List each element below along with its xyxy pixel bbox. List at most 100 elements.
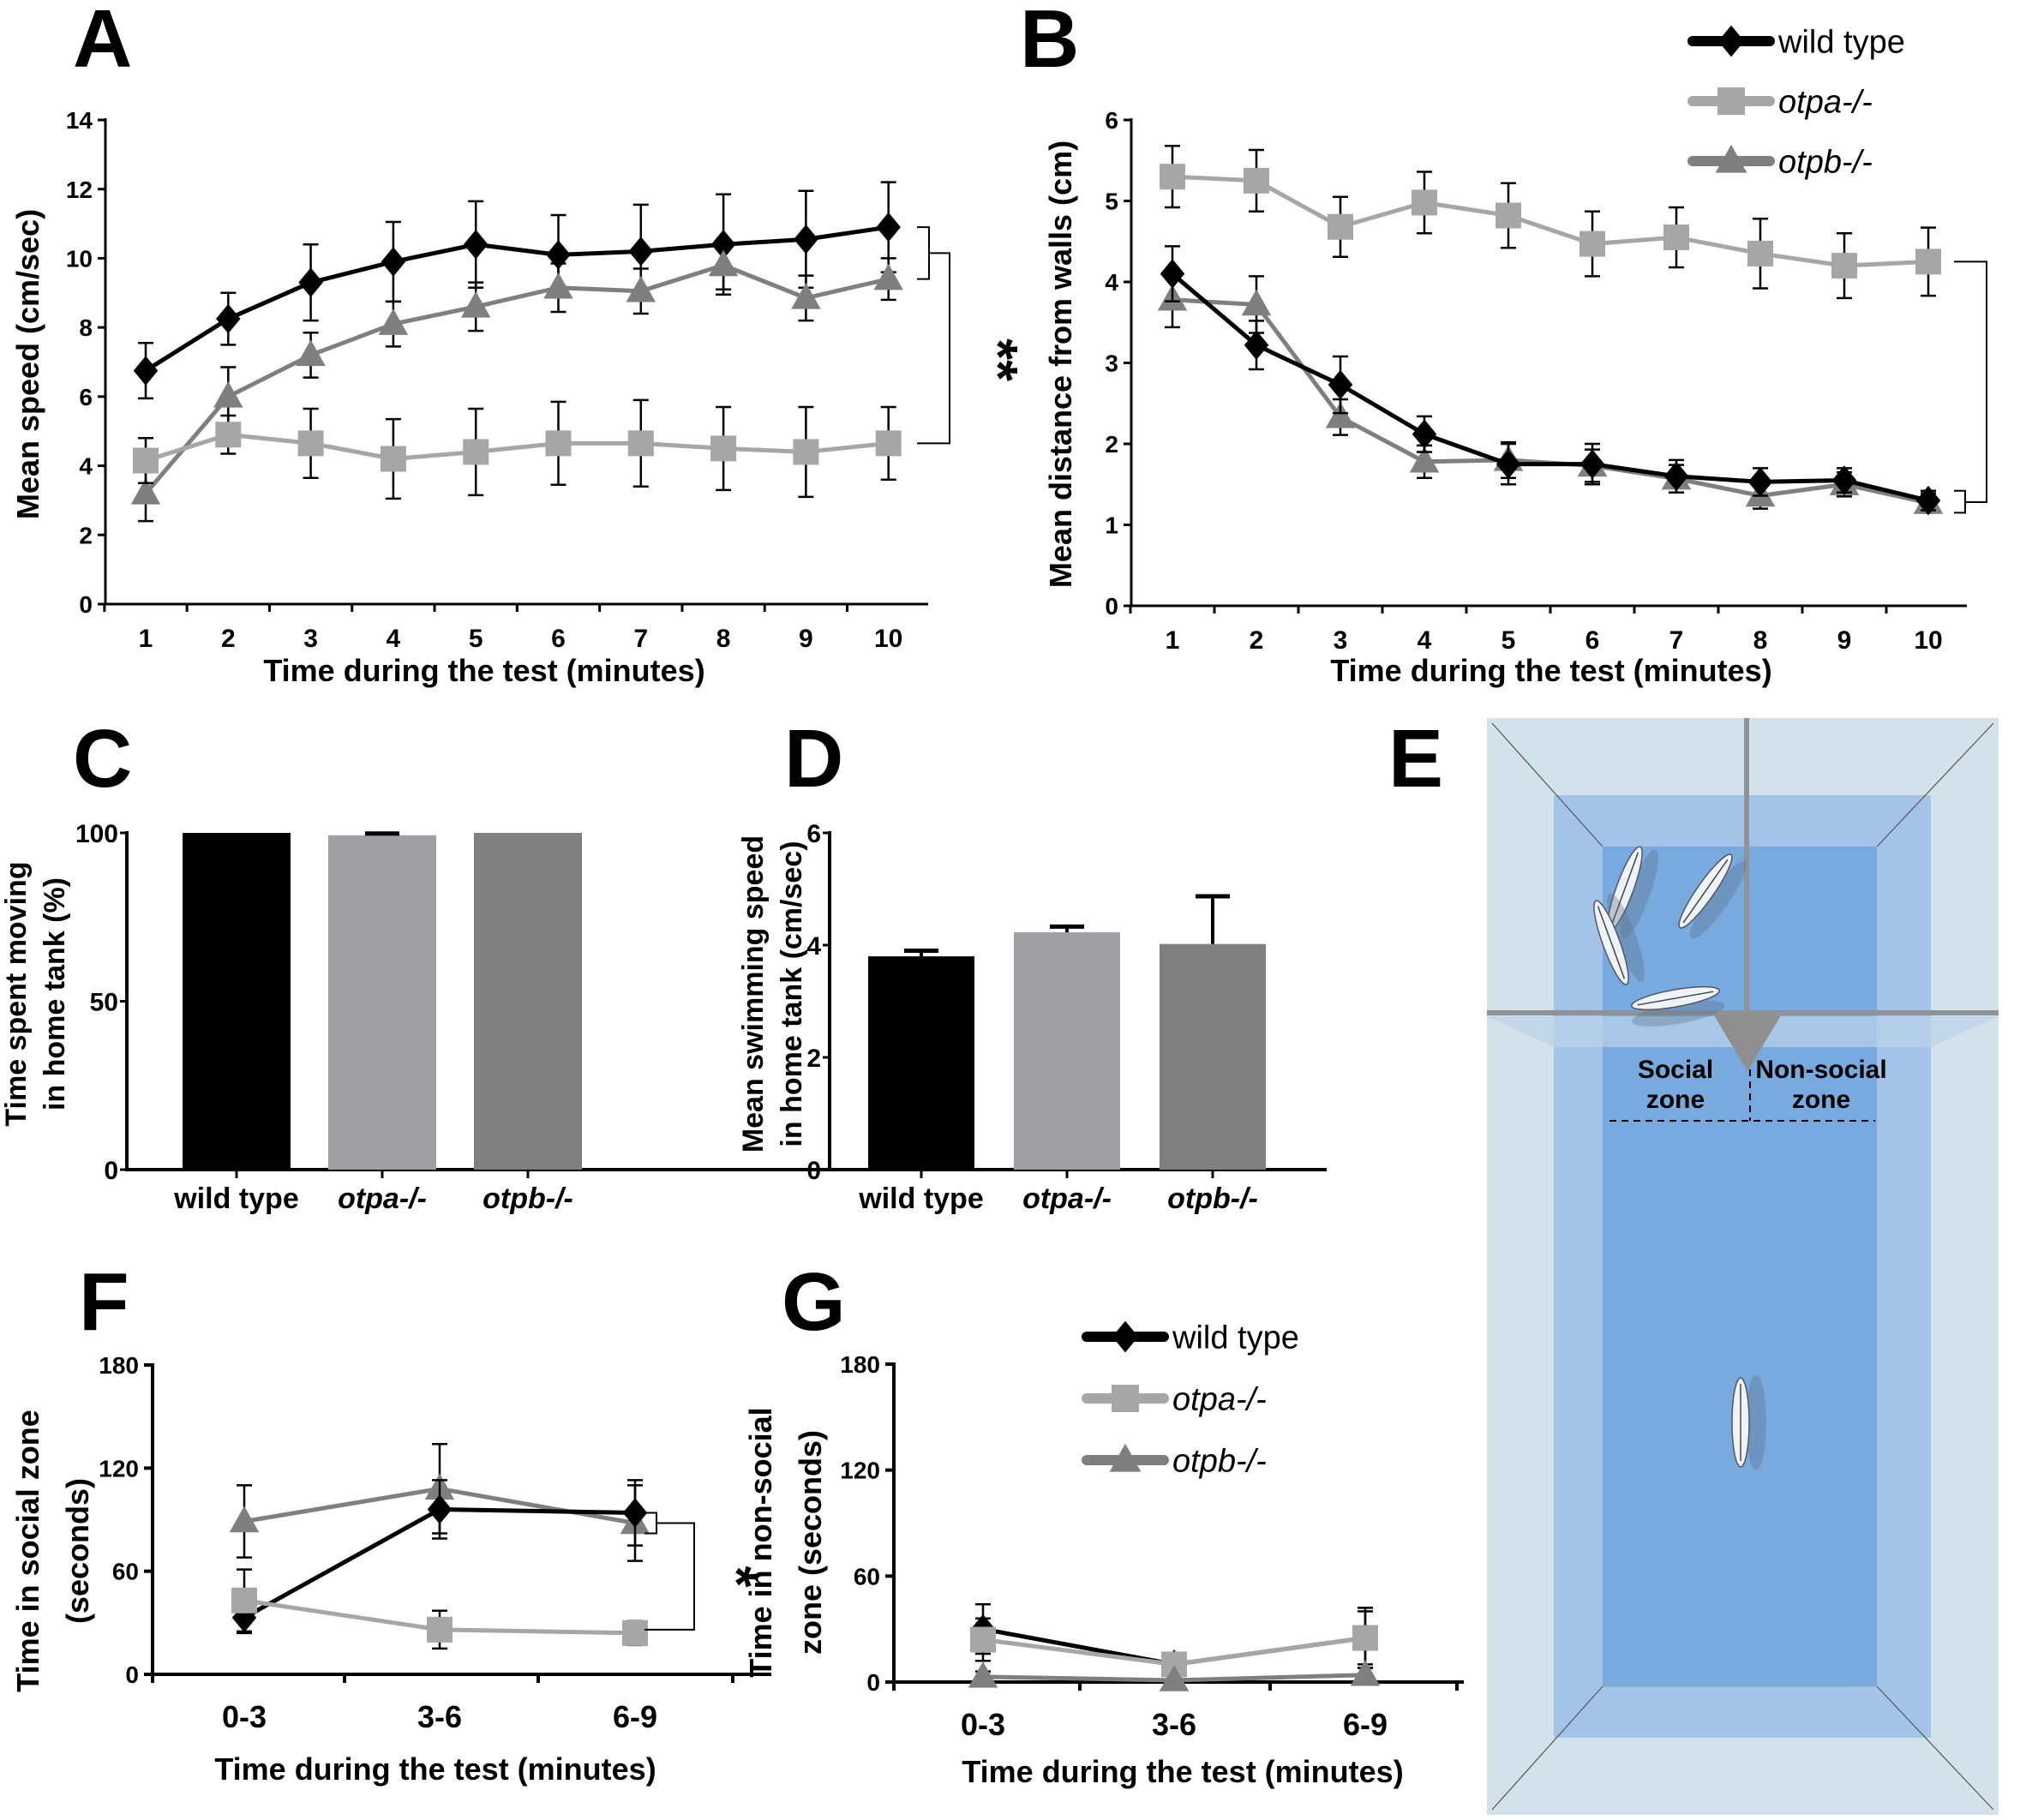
legend-item: wild type <box>1687 24 1905 60</box>
social-zone-label: Social <box>1638 1056 1713 1084</box>
data-point <box>1579 449 1605 479</box>
fish-shadow <box>1606 892 1645 982</box>
series-line <box>1172 174 1929 268</box>
data-point <box>1160 259 1185 289</box>
y-tick-label: 180 <box>99 1352 139 1379</box>
data-point <box>626 275 656 302</box>
x-axis-title: Time during the test (minutes) <box>962 1754 1403 1789</box>
y-axis-title: Mean swimming speed <box>737 835 770 1152</box>
x-tick-label: 3 <box>303 625 318 653</box>
series-otpa <box>231 1568 648 1650</box>
series-line <box>1172 297 1929 506</box>
x-tick-label: 9 <box>1837 626 1852 655</box>
series-line <box>1171 272 1929 503</box>
x-axis-title: Time during the test (minutes) <box>1330 653 1771 688</box>
fish-stripe <box>1682 859 1729 924</box>
data-point <box>1831 253 1857 279</box>
data-point <box>1747 240 1773 266</box>
series-otpb <box>968 1659 1381 1691</box>
data-point <box>1241 289 1272 316</box>
y-tick-label: 0 <box>125 1661 139 1688</box>
x-tick-label: 2 <box>221 625 236 653</box>
y-tick-label: 2 <box>79 522 93 548</box>
legend-item: otpa-/- <box>1687 84 1873 120</box>
panel-label-d: D <box>784 713 844 805</box>
data-point <box>1409 446 1440 473</box>
fish-shadow <box>1631 1000 1725 1027</box>
fish-stripe <box>1597 906 1626 979</box>
y-tick-label: 6 <box>79 384 93 410</box>
y-tick-label: 6 <box>806 820 821 848</box>
tank-bottom <box>1603 847 1877 1686</box>
data-point <box>296 339 326 367</box>
y-tick-label: 6 <box>1105 107 1118 134</box>
data-point <box>1244 167 1269 194</box>
panel-d-speed-bar-chart: 0 2 4 6 wild type otpa-/- otpb-/- Mean swimming… <box>737 820 1327 1215</box>
legend-item: otpb-/- <box>1082 1443 1267 1479</box>
data-point <box>133 356 159 386</box>
legend-marker-diamond-icon <box>1112 1320 1139 1353</box>
legend-item: wild type <box>1082 1320 1299 1356</box>
data-point <box>1579 230 1605 257</box>
series-wildtype <box>133 181 901 400</box>
y-tick-label: 0 <box>806 1157 821 1185</box>
data-point <box>1663 461 1689 492</box>
data-point <box>463 230 489 260</box>
x-tick-label: 6-9 <box>1343 1707 1388 1742</box>
perspective-line <box>1491 722 1603 847</box>
x-tick-label: 6-9 <box>613 1699 657 1734</box>
y-axis-title: in home tank (%) <box>39 877 71 1111</box>
data-point <box>1663 225 1689 251</box>
y-tick-label: 14 <box>66 107 93 134</box>
non-social-zone-label: zone <box>1792 1086 1850 1114</box>
y-tick-label: 0 <box>104 1157 118 1185</box>
y-tick-label: 8 <box>79 314 93 341</box>
fish-icon <box>1678 853 1747 939</box>
panel-g-nonsocial-zone-chart: 0 60 120 180 0-3 3-6 6-9 Time during the test (… <box>743 1351 1464 1789</box>
y-tick-label: 50 <box>90 989 118 1017</box>
x-tick-label: 0-3 <box>222 1699 267 1734</box>
series-otpb <box>1157 271 1944 514</box>
significance-label: * <box>706 1566 768 1588</box>
data-point <box>133 447 159 474</box>
y-tick-label: 180 <box>840 1351 880 1378</box>
y-tick-label: 0 <box>866 1669 880 1696</box>
panel-label-b: B <box>1020 0 1080 85</box>
x-tick-label: 4 <box>1418 626 1432 655</box>
panel-b-distance-chart: 0 1 2 3 4 5 6 1 2 3 4 5 6 7 8 9 10 Time during the test (… <box>1043 107 2026 688</box>
fish-icon <box>1607 846 1658 939</box>
legend-g: wild type otpa-/- otpb-/- <box>1082 1320 1299 1479</box>
x-tick-label: 1 <box>1166 626 1180 655</box>
fish-shadow <box>1746 1375 1766 1470</box>
data-point <box>1160 164 1185 190</box>
data-point <box>1831 465 1857 495</box>
x-tick-label: otpb-/- <box>483 1182 573 1215</box>
data-point <box>876 212 901 242</box>
data-point <box>463 439 489 465</box>
series-otpa <box>970 1610 1378 1678</box>
legend-label: otpb-/- <box>1778 144 1873 180</box>
x-tick-label: 5 <box>1502 626 1516 655</box>
y-axis-title: (seconds) <box>60 1478 95 1624</box>
panel-c-moving-bar-chart: 0 50 100 wild type otpa-/- otpb-/- Time spent … <box>0 820 913 1215</box>
data-point <box>875 430 902 457</box>
x-tick-label: 1 <box>139 625 153 653</box>
x-axis-title: Time during the test (minutes) <box>214 1751 656 1787</box>
data-point <box>546 240 571 270</box>
data-point <box>545 430 572 457</box>
data-point <box>380 446 406 472</box>
y-tick-label: 5 <box>1105 189 1118 215</box>
x-tick-label: wild type <box>173 1182 298 1215</box>
x-tick-label: 8 <box>716 625 731 653</box>
legend-b: wild type otpa-/- otpb-/- <box>1687 24 1905 180</box>
legend-label: otpb-/- <box>1172 1443 1267 1479</box>
series-line <box>144 225 890 373</box>
x-tick-label: 7 <box>633 625 648 653</box>
data-point <box>1325 401 1356 428</box>
legend-item: otpb-/- <box>1687 144 1873 180</box>
perspective-line <box>1876 722 1994 847</box>
data-point <box>460 290 491 318</box>
data-point <box>1244 330 1269 360</box>
